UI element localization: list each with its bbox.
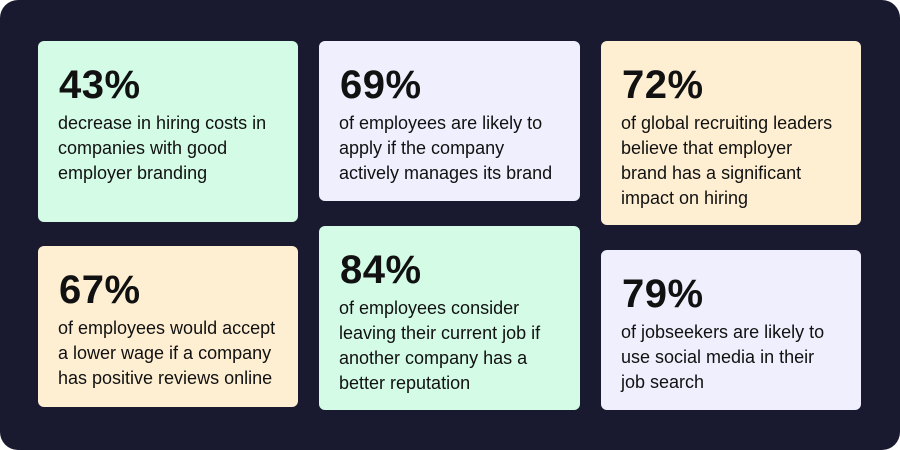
stat-value: 72% xyxy=(622,63,704,107)
stat-card-apply-likelihood: 69% of employees are likely to apply if … xyxy=(319,41,580,201)
stat-card-lower-wage: 67% of employees would accept a lower wa… xyxy=(38,246,298,407)
stat-description-line: apply if the company xyxy=(339,138,505,158)
stat-description-line: leaving their current job if xyxy=(339,323,541,343)
stat-description-line: better reputation xyxy=(339,373,471,393)
stat-value: 84% xyxy=(340,248,422,292)
stat-card-leaving-job: 84% of employees consider leaving their … xyxy=(319,226,580,410)
stat-description-line: impact on hiring xyxy=(621,188,749,208)
stat-description-line: use social media in their xyxy=(621,347,815,367)
stat-description-line: of global recruiting leaders xyxy=(621,113,833,133)
stat-description-line: job search xyxy=(621,372,705,392)
stat-description-line: decrease in hiring costs in xyxy=(58,113,267,133)
stat-description-line: of jobseekers are likely to xyxy=(621,322,825,342)
stat-card-social-media: 79% of jobseekers are likely to use soci… xyxy=(601,250,861,410)
stat-description-line: of employees are likely to xyxy=(339,113,543,133)
stat-value: 67% xyxy=(59,268,141,312)
stat-description-line: actively manages its brand xyxy=(339,163,553,183)
stat-description-line: a lower wage if a company xyxy=(58,343,272,363)
stat-description-line: employer branding xyxy=(58,163,208,183)
stat-description-line: brand has a significant xyxy=(621,163,802,183)
stat-value: 79% xyxy=(622,272,704,316)
stat-description-line: of employees would accept xyxy=(58,318,276,338)
stat-description-line: has positive reviews online xyxy=(58,368,273,388)
stat-description-line: of employees consider xyxy=(339,298,520,318)
stat-card-recruiting-leaders: 72% of global recruiting leaders believe… xyxy=(601,41,861,225)
stat-value: 43% xyxy=(59,63,141,107)
stat-description-line: believe that employer xyxy=(621,138,793,158)
stat-card-hiring-costs: 43% decrease in hiring costs in companie… xyxy=(38,41,298,222)
stat-description-line: companies with good xyxy=(58,138,228,158)
stat-value: 69% xyxy=(340,63,422,107)
stat-description-line: another company has a xyxy=(339,348,528,368)
